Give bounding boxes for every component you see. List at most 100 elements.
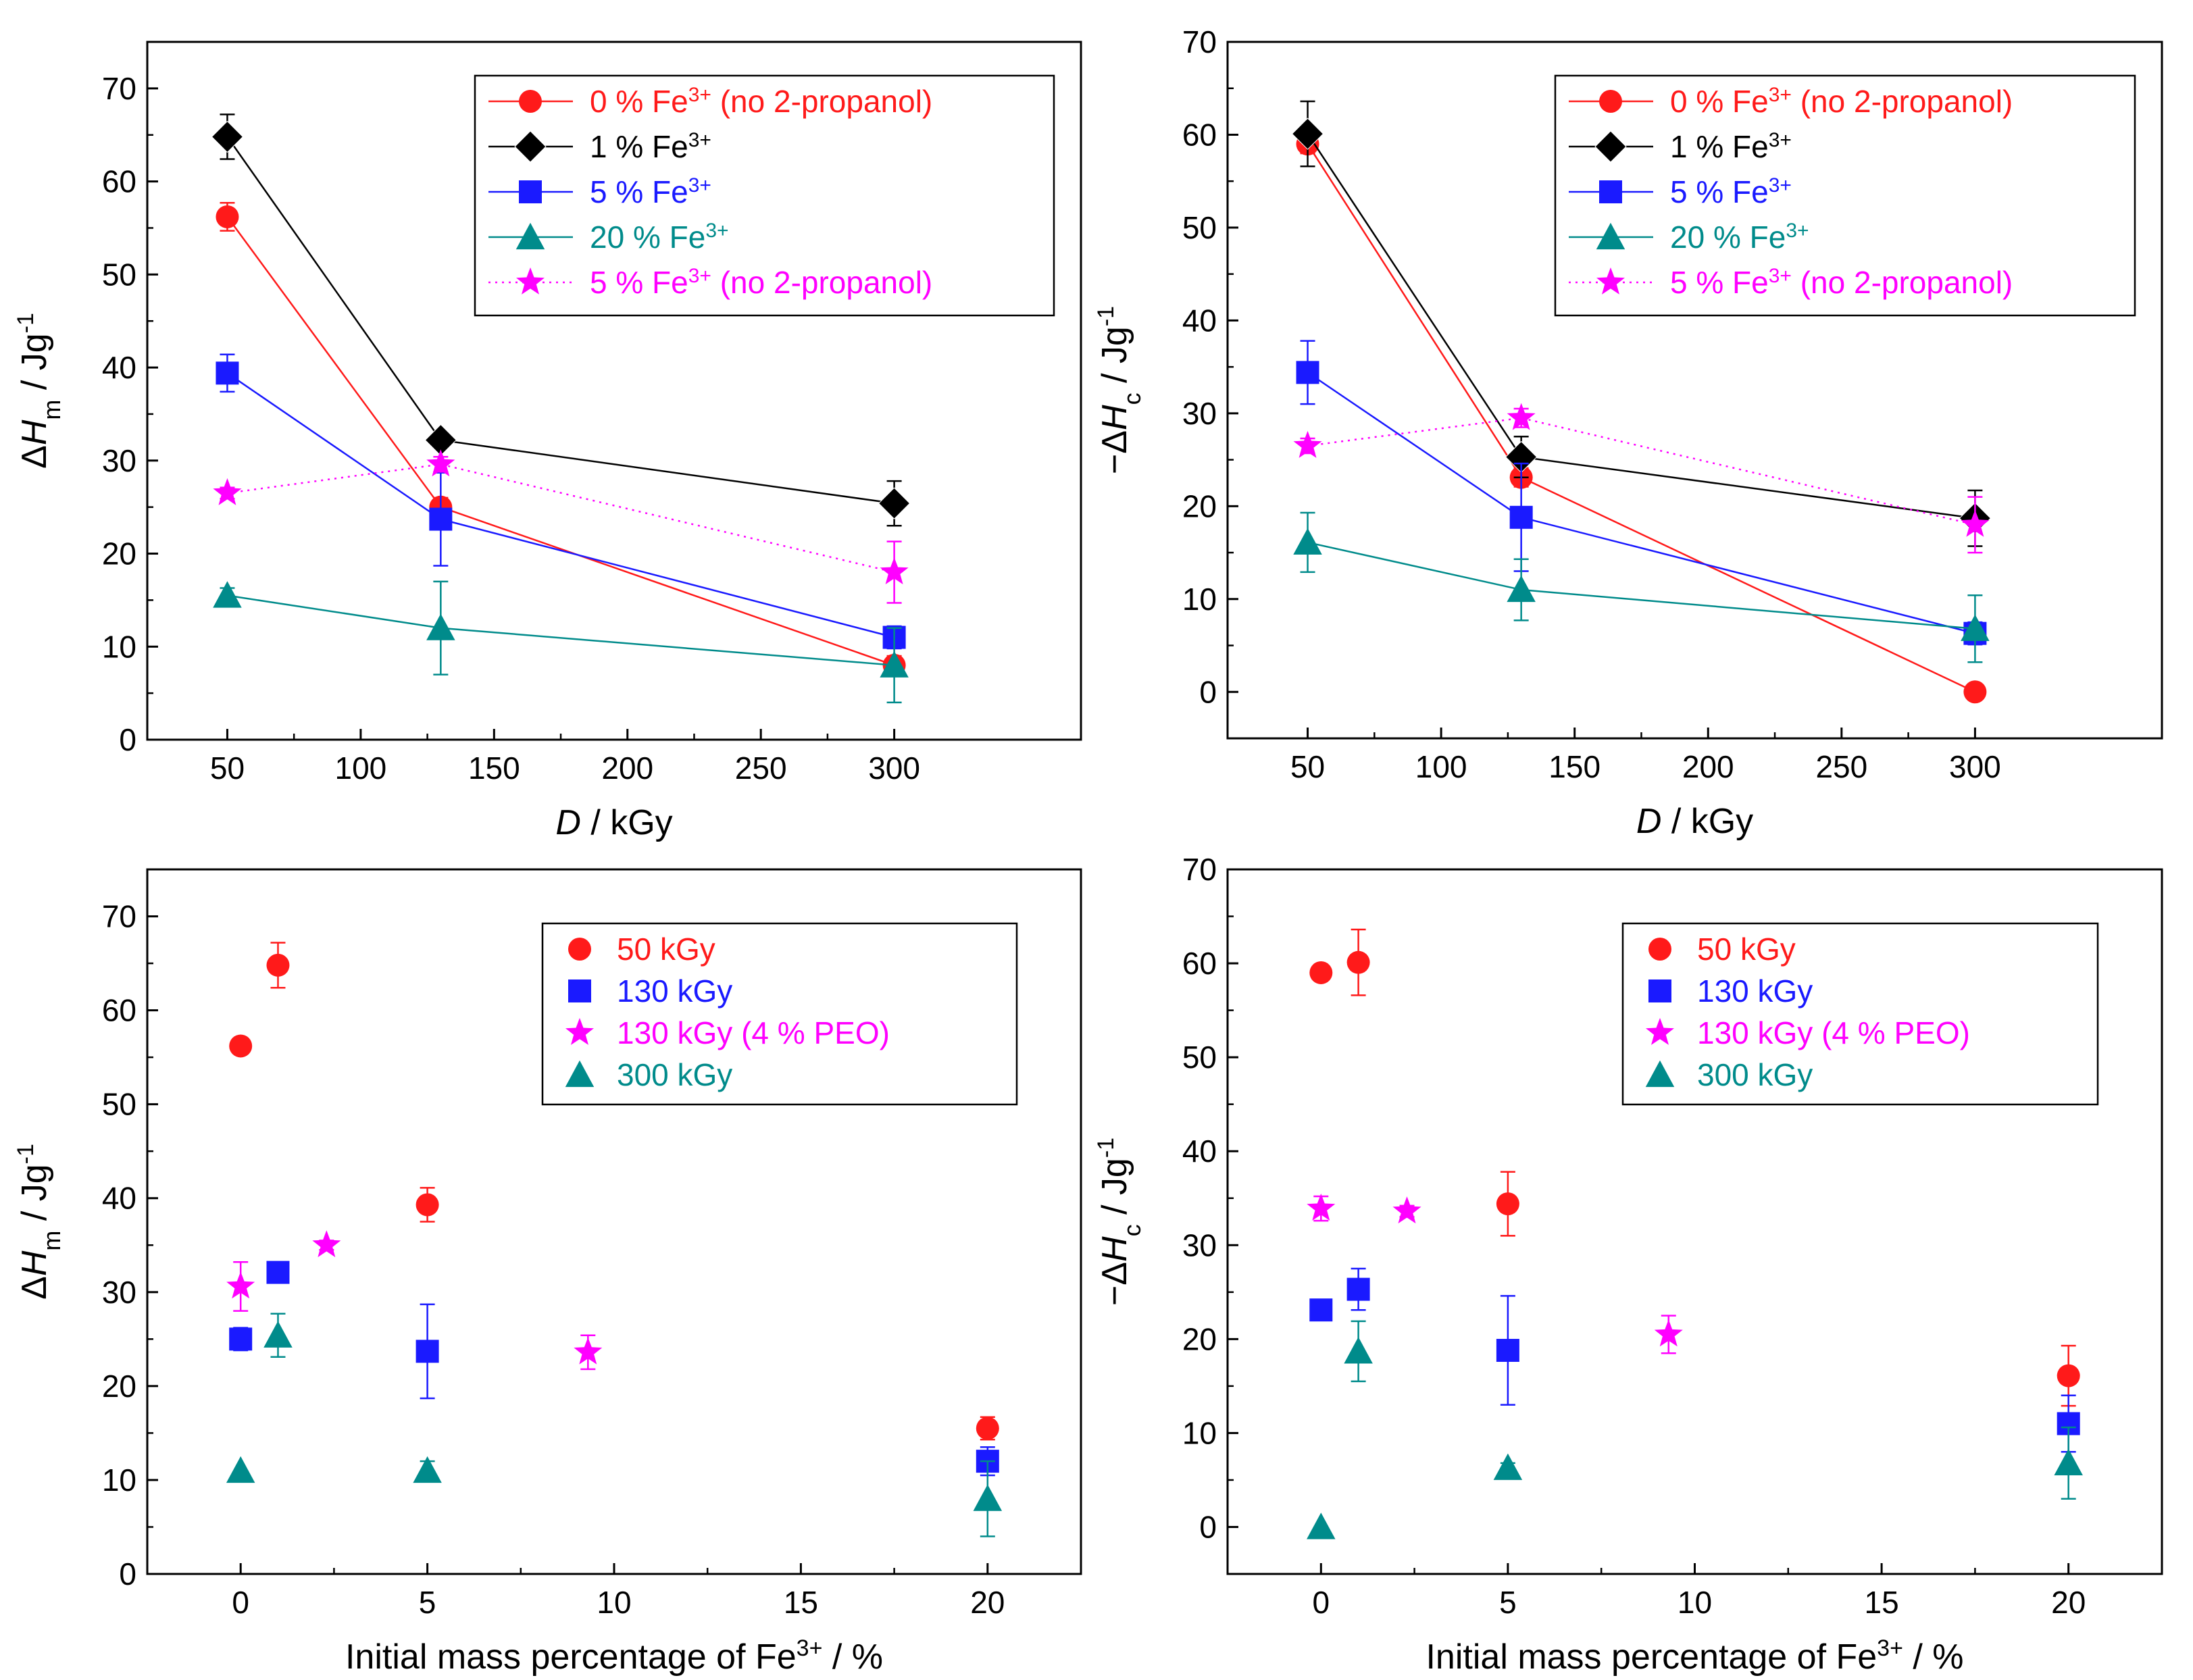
data-point bbox=[1346, 950, 1370, 974]
legend-box bbox=[1554, 74, 2136, 317]
series-square-blue bbox=[229, 1261, 999, 1477]
legend-marker bbox=[1596, 222, 1625, 250]
y-tick-label: 50 bbox=[1182, 210, 1217, 245]
x-tick-label: 100 bbox=[335, 750, 387, 786]
x-axis-label: D / kGy bbox=[555, 803, 672, 842]
legend-marker bbox=[568, 938, 591, 961]
data-point bbox=[1309, 961, 1333, 984]
data-point bbox=[1507, 403, 1536, 430]
x-tick-label: 250 bbox=[1815, 749, 1867, 784]
data-point bbox=[415, 1340, 439, 1363]
chart-panel-b: 50 100 150 200 250 300 0 10 20 30 40 50 60 70 D / kGy −… bbox=[1093, 24, 2163, 841]
x-tick-label: 5 bbox=[419, 1585, 436, 1620]
y-tick-label: 10 bbox=[1182, 1415, 1217, 1450]
legend: 50 kGy 130 kGy 130 kGy (4 % PEO) 300 kGy bbox=[1621, 922, 2099, 1106]
data-point bbox=[1344, 1337, 1373, 1364]
legend-entry: 1 % Fe3+ bbox=[1569, 129, 1792, 165]
data-point bbox=[229, 1034, 253, 1058]
y-tick-label: 50 bbox=[1182, 1040, 1217, 1075]
x-tick-label: 15 bbox=[1865, 1585, 1899, 1620]
legend-marker bbox=[1599, 90, 1622, 113]
data-point bbox=[1296, 361, 1319, 384]
x-tick-label: 0 bbox=[1313, 1585, 1330, 1620]
data-point bbox=[1307, 1193, 1336, 1221]
legend-marker bbox=[1594, 130, 1627, 163]
x-axis-label: D / kGy bbox=[1636, 802, 1753, 841]
legend-marker bbox=[514, 130, 547, 163]
legend-label: 130 kGy (4 % PEO) bbox=[617, 1015, 890, 1050]
series-triangle-teal bbox=[213, 580, 909, 704]
data-point bbox=[426, 613, 455, 640]
y-tick-label: 60 bbox=[102, 993, 136, 1028]
legend-label: 5 % Fe3+ bbox=[1670, 174, 1792, 210]
data-point bbox=[1291, 118, 1324, 150]
y-tick-label: 70 bbox=[102, 899, 136, 934]
legend-entry: 0 % Fe3+ (no 2-propanol) bbox=[1569, 84, 2013, 120]
y-tick-label: 60 bbox=[1182, 117, 1217, 152]
legend-entry: 50 kGy bbox=[568, 932, 715, 967]
legend-label: 1 % Fe3+ bbox=[590, 129, 711, 165]
series-star-magenta bbox=[213, 449, 909, 604]
legend-entry: 5 % Fe3+ bbox=[1569, 174, 1792, 210]
x-tick-label: 150 bbox=[468, 750, 520, 786]
legend-entry: 5 % Fe3+ bbox=[488, 174, 711, 209]
series-square-blue bbox=[1296, 340, 1987, 646]
data-point bbox=[266, 953, 290, 977]
data-point bbox=[1293, 430, 1322, 458]
y-tick-label: 30 bbox=[1182, 1227, 1217, 1263]
series-diamond-black bbox=[1291, 100, 1992, 547]
data-point bbox=[1307, 1512, 1336, 1539]
y-axis-label: −ΔHc / Jg-1 bbox=[1093, 306, 1146, 474]
series-circle-red bbox=[229, 942, 999, 1441]
data-point bbox=[1346, 1277, 1370, 1301]
x-tick-label: 150 bbox=[1548, 749, 1600, 784]
legend-entry: 130 kGy (4 % PEO) bbox=[1646, 1015, 1970, 1050]
data-point bbox=[266, 1261, 290, 1284]
legend-entry: 20 % Fe3+ bbox=[488, 220, 729, 255]
legend-marker bbox=[1599, 180, 1622, 203]
x-tick-label: 0 bbox=[232, 1585, 249, 1620]
legend-entry: 1 % Fe3+ bbox=[488, 129, 711, 165]
legend-label: 300 kGy bbox=[1697, 1057, 1813, 1092]
legend-label: 20 % Fe3+ bbox=[1670, 220, 1809, 255]
plot-frame bbox=[1226, 41, 2163, 740]
y-tick-label: 20 bbox=[102, 1369, 136, 1404]
legend: 0 % Fe3+ (no 2-propanol) 1 % Fe3+ 5 % Fe3+… bbox=[1554, 74, 2136, 317]
y-tick-label: 60 bbox=[1182, 946, 1217, 981]
data-point bbox=[2057, 1364, 2080, 1388]
legend-marker bbox=[519, 90, 542, 113]
y-tick-label: 30 bbox=[102, 443, 136, 478]
series-star-magenta bbox=[1293, 403, 1990, 554]
legend-entry: 300 kGy bbox=[1645, 1057, 1813, 1092]
y-tick-label: 40 bbox=[102, 1181, 136, 1216]
y-tick-label: 40 bbox=[102, 350, 136, 385]
y-tick-label: 10 bbox=[102, 629, 136, 664]
legend-entry: 50 kGy bbox=[1648, 932, 1796, 967]
x-axis-label: Initial mass percentage of Fe3+ / % bbox=[345, 1635, 883, 1677]
legend-entry: 0 % Fe3+ (no 2-propanol) bbox=[488, 84, 932, 119]
legend-label: 130 kGy (4 % PEO) bbox=[1697, 1015, 1970, 1050]
data-point bbox=[1961, 614, 1990, 641]
series-square-blue bbox=[1309, 1267, 2080, 1453]
y-axis-label: ΔHm / Jg-1 bbox=[13, 313, 66, 469]
y-tick-label: 0 bbox=[1199, 1509, 1217, 1544]
y-tick-label: 0 bbox=[119, 1556, 136, 1592]
legend-label: 5 % Fe3+ (no 2-propanol) bbox=[1670, 265, 2013, 301]
legend-marker bbox=[1648, 938, 1671, 961]
x-tick-label: 300 bbox=[868, 750, 920, 786]
y-tick-label: 10 bbox=[102, 1462, 136, 1498]
y-tick-label: 60 bbox=[102, 164, 136, 199]
y-tick-label: 70 bbox=[102, 71, 136, 106]
y-tick-label: 0 bbox=[1199, 674, 1217, 709]
legend-label: 1 % Fe3+ bbox=[1670, 129, 1792, 165]
legend-label: 130 kGy bbox=[617, 973, 732, 1009]
legend-label: 0 % Fe3+ (no 2-propanol) bbox=[1670, 84, 2013, 120]
plot-frame bbox=[146, 41, 1082, 741]
legend-marker bbox=[519, 180, 542, 203]
chart-panel-c: 0 5 10 15 20 0 10 20 30 40 50 60 70 Initial mass perc… bbox=[13, 868, 1082, 1677]
chart-panel-d: 0 5 10 15 20 0 10 20 30 40 50 60 70 Initial mass perc… bbox=[1093, 852, 2163, 1677]
x-tick-label: 300 bbox=[1949, 749, 2001, 784]
y-tick-label: 50 bbox=[102, 257, 136, 292]
series-triangle-teal bbox=[1293, 511, 1990, 663]
